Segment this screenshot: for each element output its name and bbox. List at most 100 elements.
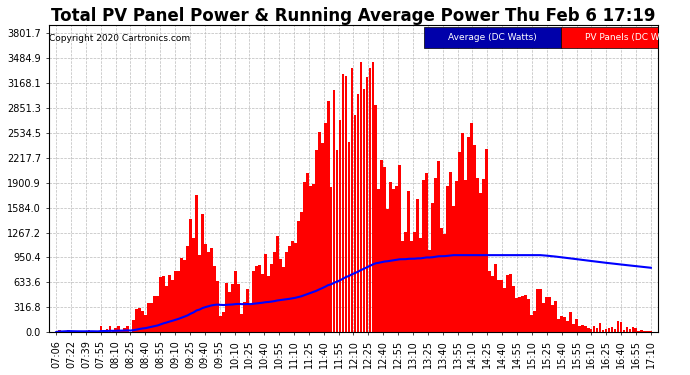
Bar [213,266,216,332]
Bar [103,330,106,332]
Bar [67,330,70,332]
Bar [497,280,500,332]
Bar [99,327,102,332]
Bar [335,150,339,332]
Bar [521,296,524,332]
Bar [593,326,595,332]
Bar [428,251,431,332]
Bar [631,327,634,332]
Bar [629,329,631,332]
Bar [175,271,177,332]
Bar [193,238,195,332]
Bar [294,243,297,332]
Bar [398,165,401,332]
Bar [581,325,584,332]
Bar [285,252,288,332]
Bar [389,182,392,332]
Bar [252,271,255,332]
Bar [282,267,285,332]
Bar [449,172,452,332]
Bar [560,316,562,332]
Bar [308,186,312,332]
Bar [351,68,353,332]
Bar [210,248,213,332]
Bar [261,274,264,332]
Bar [443,234,446,332]
Bar [530,315,533,332]
Text: Average (DC Watts): Average (DC Watts) [448,33,537,42]
Bar [228,292,231,332]
Bar [171,280,174,332]
Bar [500,280,503,332]
Bar [452,206,455,332]
Bar [416,199,419,332]
Bar [467,136,470,332]
Bar [491,276,494,332]
Bar [620,322,622,332]
Bar [512,286,515,332]
Bar [479,192,482,332]
Bar [157,296,159,332]
Bar [124,328,126,332]
Bar [622,330,625,332]
Bar [649,331,652,332]
Bar [115,328,117,332]
Bar [315,150,317,332]
Bar [267,276,270,332]
Bar [422,180,425,332]
Bar [384,166,386,332]
Bar [640,330,643,332]
Bar [273,252,276,332]
Bar [330,187,333,332]
Bar [139,308,141,332]
Bar [494,264,497,332]
Bar [148,303,150,332]
Bar [482,179,485,332]
Bar [470,123,473,332]
Bar [344,76,348,332]
Bar [126,327,129,332]
Bar [647,331,649,332]
Bar [162,276,165,332]
Bar [88,330,90,332]
Bar [231,284,234,332]
Bar [237,284,240,332]
Bar [249,306,252,332]
Bar [407,191,410,332]
Bar [306,172,308,332]
Bar [246,288,249,332]
Bar [362,89,366,332]
Bar [317,132,321,332]
Bar [485,149,488,332]
Bar [473,145,476,332]
Bar [386,210,389,332]
Bar [168,274,171,332]
Bar [611,327,613,332]
Bar [557,319,560,332]
Bar [488,271,491,332]
Bar [321,143,324,332]
Bar [222,312,225,332]
Bar [371,62,375,332]
Bar [518,297,521,332]
Bar [339,120,342,332]
Bar [431,203,434,332]
Bar [108,326,111,332]
Bar [270,264,273,332]
Bar [524,295,526,332]
Bar [476,178,479,332]
Bar [225,283,228,332]
Bar [61,331,63,332]
Bar [638,331,640,332]
Bar [464,180,467,332]
Bar [509,274,512,332]
Bar [533,311,535,332]
Bar [608,328,611,332]
Bar [572,324,575,332]
Bar [635,328,638,332]
Bar [243,302,246,332]
Bar [342,74,344,332]
Bar [368,68,371,332]
Bar [527,300,530,332]
Bar [258,265,261,332]
